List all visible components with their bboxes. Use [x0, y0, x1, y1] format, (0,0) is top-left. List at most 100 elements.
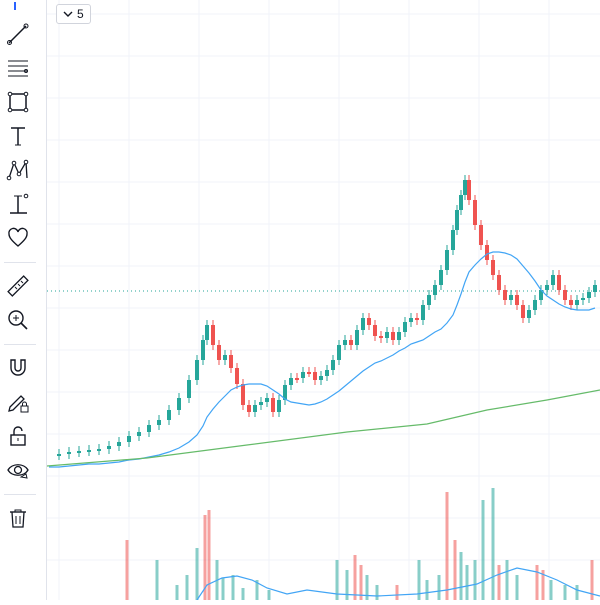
heart-icon[interactable] — [4, 224, 32, 252]
candle-body — [247, 405, 251, 412]
volume-bar — [125, 540, 129, 600]
volume-bar — [417, 560, 421, 600]
candle-body — [301, 372, 305, 378]
ruler-icon[interactable] — [4, 272, 32, 300]
candle-body — [283, 385, 287, 400]
volume-bar — [231, 575, 235, 600]
volume-bar — [207, 510, 211, 600]
chart-pane[interactable] — [46, 0, 600, 601]
zoom-in-icon[interactable] — [4, 306, 32, 334]
candle-body — [229, 355, 233, 368]
candle-body — [473, 200, 477, 225]
candle-body — [557, 275, 561, 290]
candle-body — [397, 332, 401, 340]
ma-fast-line — [49, 251, 596, 468]
volume-bar — [590, 560, 594, 600]
candle-body — [593, 285, 597, 292]
candle-body — [587, 292, 591, 298]
candle-body — [569, 300, 573, 305]
candle-body — [445, 250, 449, 270]
lock-drawing-icon[interactable] — [4, 388, 32, 416]
price-range-icon[interactable] — [4, 190, 32, 218]
interval-value: 5 — [77, 7, 84, 21]
candle-body — [201, 340, 205, 360]
volume-bar — [465, 565, 469, 600]
unlock-icon[interactable] — [4, 422, 32, 450]
candle-body — [509, 295, 513, 300]
candle-body — [57, 454, 61, 456]
candle-body — [325, 370, 329, 376]
candle-body — [533, 300, 537, 310]
candle-body — [455, 210, 459, 230]
volume-bar — [221, 578, 225, 600]
drawing-toolbar — [0, 0, 47, 600]
candle-body — [67, 452, 71, 454]
volume-bar — [445, 492, 449, 600]
chart-canvas[interactable] — [46, 0, 600, 601]
candle-body — [527, 310, 531, 318]
interval-selector[interactable]: 5 — [56, 4, 91, 24]
volume-bar — [203, 515, 207, 600]
candle-body — [367, 318, 371, 325]
volume-bar — [375, 585, 379, 600]
fib-retracement-icon[interactable] — [4, 54, 32, 82]
candle-body — [259, 402, 263, 405]
candle-body — [77, 451, 81, 453]
candle-body — [503, 290, 507, 300]
pattern-icon[interactable] — [4, 156, 32, 184]
candle-body — [485, 245, 489, 260]
toolbar-indicator — [14, 2, 16, 10]
text-icon[interactable] — [4, 122, 32, 150]
candle-body — [195, 360, 199, 380]
toolbar-divider — [4, 494, 36, 495]
candle-body — [331, 360, 335, 370]
magnet-icon[interactable] — [4, 354, 32, 382]
candle-body — [515, 295, 519, 305]
rectangle-icon[interactable] — [4, 88, 32, 116]
candle-body — [295, 378, 299, 380]
candle-body — [379, 336, 383, 338]
volume-bar — [563, 585, 567, 600]
candle-body — [241, 384, 245, 405]
eye-icon[interactable] — [4, 456, 32, 484]
candle-body — [497, 275, 501, 290]
candle-body — [491, 260, 495, 275]
candle-body — [205, 325, 209, 340]
candle-body — [451, 230, 455, 250]
candle-body — [479, 225, 483, 245]
candle-body — [391, 332, 395, 340]
volume-bar — [481, 500, 485, 600]
candle-body — [563, 290, 567, 300]
chevron-down-icon — [63, 11, 73, 17]
trend-line-icon[interactable] — [4, 20, 32, 48]
volume-bar — [353, 555, 357, 600]
candle-body — [467, 180, 471, 200]
volume-bar — [255, 580, 259, 600]
candle-body — [355, 330, 359, 345]
candle-body — [521, 305, 525, 318]
candle-body — [253, 405, 257, 412]
candle-body — [373, 325, 377, 336]
candle-body — [313, 372, 317, 380]
candle-body — [403, 322, 407, 332]
volume-bar — [359, 565, 363, 600]
candle-body — [581, 298, 585, 300]
candle-body — [539, 290, 543, 300]
toolbar-divider — [4, 262, 36, 263]
volume-bar — [185, 575, 189, 600]
candle-body — [575, 300, 579, 305]
candle-body — [127, 436, 131, 442]
volume-bar — [541, 570, 545, 600]
volume-bar — [155, 560, 159, 600]
candle-body — [545, 285, 549, 290]
candle-body — [235, 368, 239, 384]
ma-slow-line — [46, 389, 600, 467]
volume-bar — [437, 575, 441, 600]
candle-body — [463, 180, 467, 195]
volume-bar — [473, 560, 477, 600]
candle-body — [277, 400, 281, 412]
volume-ma-line — [196, 567, 600, 601]
volume-bar — [491, 488, 495, 600]
volume-bar — [345, 570, 349, 600]
trash-icon[interactable] — [4, 504, 32, 532]
